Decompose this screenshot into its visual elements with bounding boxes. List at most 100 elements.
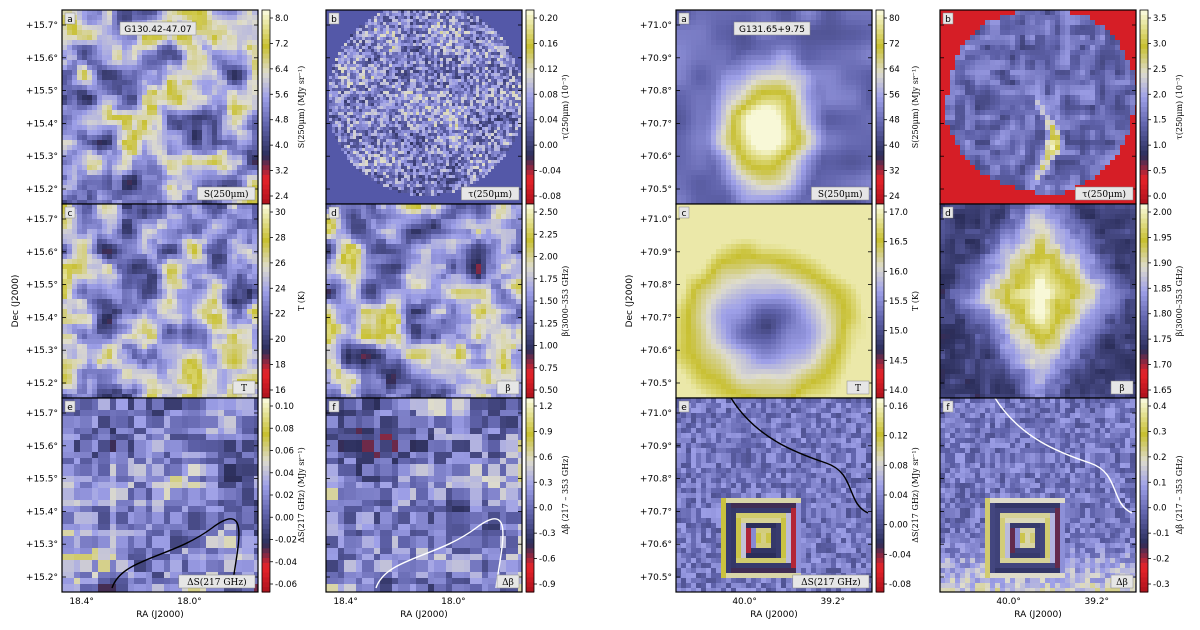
map-image — [676, 204, 872, 398]
colorbar-tick-label: 0.0 — [1153, 504, 1167, 514]
panel-tag-box — [496, 380, 520, 395]
colorbar-tick-label: 0.00 — [539, 141, 558, 151]
colorbar-label: β(3000–353 GHz) — [561, 266, 570, 337]
colorbar-label: τ(250μm) (10⁻³) — [561, 74, 570, 139]
panel-g2-d: d β 2.00 1.95 1.90 1.85 1.80 1.75 1.70 1.65 β(3000… — [939, 203, 1184, 399]
panel-g2-c: c T +71.0° +70.9° +70.8° +70.7° +70.6° +70.5° 17… — [640, 203, 920, 399]
panel-letter-box — [64, 400, 76, 413]
colorbar-tick-label: -0.3 — [539, 529, 556, 539]
dec-tick-label: +15.4° — [26, 313, 58, 323]
colorbar-tick-label: 0.3 — [539, 478, 553, 488]
panel-letter: d — [331, 209, 337, 219]
contour-line — [111, 518, 240, 589]
colorbar-tick-label: 0.02 — [275, 491, 294, 501]
colorbar: 30 28 26 24 22 20 18 16 T (K) — [261, 203, 306, 399]
colorbar-tick-label: 6.4 — [275, 65, 289, 75]
colorbar-tick-label: 0.00 — [889, 521, 908, 531]
colorbar-tick-label: -0.08 — [539, 192, 561, 202]
panel-tag: τ(250μm) — [1082, 189, 1126, 200]
dec-tick-label: +15.7° — [26, 409, 58, 419]
ra-tick-label: 18.0° — [441, 597, 466, 607]
panel-g1-a: a S(250μm) G130.42-47.07 +15.7° +15.6° +15.5°… — [26, 9, 306, 205]
panel-letter: e — [681, 403, 687, 413]
panel-frame — [325, 397, 523, 593]
colorbar: 0.16 0.12 0.08 0.04 0.00 -0.04 -0.08 ΔS(217 GHz… — [875, 397, 920, 593]
panel-letter: d — [945, 209, 951, 219]
colorbar-tick-label: 15.0 — [889, 327, 908, 337]
colorbar-tick-label: 3.2 — [275, 167, 289, 177]
dec-tick-label: +15.3° — [26, 346, 58, 356]
panel-letter: c — [68, 209, 73, 219]
colorbar-tick-label: 4.0 — [275, 141, 289, 151]
colorbar-tick-label: 48 — [889, 116, 900, 126]
panel-tag-box — [178, 574, 256, 589]
colorbar-tick-label: 1.5 — [1153, 116, 1167, 126]
map-image — [326, 10, 522, 204]
ra-axis-label: RA (J2000) — [136, 610, 184, 620]
colorbar-tick-label: 30 — [275, 208, 286, 218]
ra-axis-label: RA (J2000) — [400, 610, 448, 620]
colorbar-tick-label: 0.16 — [539, 39, 558, 49]
contour-line — [730, 398, 869, 514]
dec-tick-label: +15.5° — [26, 87, 58, 97]
panel-letter: a — [681, 15, 687, 25]
colorbar-tick-label: 1.75 — [539, 275, 558, 285]
colorbar-tick-label: -0.6 — [539, 555, 556, 565]
dec-tick-label: +15.6° — [26, 442, 58, 452]
colorbar: 0.10 0.08 0.06 0.04 0.02 0.00 -0.02 -0.04 -0.06 Δ… — [261, 397, 306, 593]
colorbar-tick-label: 0.1 — [1153, 478, 1167, 488]
ra-axis-label: RA (J2000) — [1014, 610, 1062, 620]
field-label: G130.42-47.07 — [124, 25, 191, 35]
dec-tick-label: +70.6° — [640, 346, 672, 356]
dec-tick-label: +70.8° — [640, 475, 672, 485]
panel-g1-e: e ΔS(217 GHz) +15.7° +15.6° +15.5° +15.4° +15.… — [26, 397, 306, 593]
colorbar-label: T (K) — [297, 291, 306, 311]
colorbar-tick-label: 14.0 — [889, 386, 908, 396]
colorbar-tick-label: 72 — [889, 39, 900, 49]
colorbar-tick-label: 0.04 — [539, 116, 558, 126]
dec-tick-label: +70.9° — [640, 442, 672, 452]
colorbar: 1.2 0.9 0.6 0.3 0.0 -0.3 -0.6 -0.9 Δβ (217 – 353… — [525, 397, 570, 593]
dec-axis-label: Dec (J2000) — [625, 275, 635, 328]
dec-tick-label: +70.8° — [640, 281, 672, 291]
colorbar-tick-label: 2.5 — [1153, 65, 1167, 75]
panel-g1-d: d β 2.50 2.25 2.00 1.75 1.50 1.25 1.00 0.75 0.50 β(… — [325, 203, 570, 399]
panel-letter: a — [67, 15, 73, 25]
panel-letter: f — [332, 403, 336, 413]
panel-tag: β — [505, 384, 510, 394]
colorbar-tick-label: 0.75 — [539, 364, 558, 374]
colorbar-tick-label: 20 — [275, 335, 286, 345]
colorbar-tick-label: 3.5 — [1153, 14, 1167, 24]
colorbar: 8.0 7.2 6.4 5.6 4.8 4.0 3.2 2.4 S(250μm) (MJy sr… — [261, 9, 306, 205]
colorbar-tick-label: 0.10 — [275, 402, 294, 412]
dec-axis-label: Dec (J2000) — [11, 275, 21, 328]
panel-tag-box — [461, 186, 520, 201]
colorbar-tick-label: 0.3 — [1153, 427, 1167, 437]
dec-tick-label: +71.0° — [640, 21, 672, 31]
dec-tick-label: +15.3° — [26, 152, 58, 162]
panel-tag: S(250μm) — [204, 189, 249, 200]
colorbar-tick-label: 5.6 — [275, 90, 289, 100]
map-image — [676, 398, 872, 592]
panel-letter-box — [678, 206, 690, 219]
panel-g2-b: b τ(250μm) 3.5 3.0 2.5 2.0 1.5 1.0 0.5 0.0 τ(250μm… — [939, 9, 1184, 205]
map-image — [940, 398, 1136, 592]
field-label: G131.65+9.75 — [739, 25, 805, 35]
contour-line — [375, 518, 504, 589]
colorbar-tick-label: -0.06 — [275, 580, 297, 590]
colorbar-tick-label: 0.04 — [889, 491, 908, 501]
colorbar: 2.50 2.25 2.00 1.75 1.50 1.25 1.00 0.75 0.50 β(30… — [525, 203, 570, 399]
colorbar-label: ΔS(217 GHz) (MJy sr⁻¹) — [911, 447, 920, 543]
colorbar-tick-label: 1.80 — [1153, 310, 1172, 320]
colorbar-tick-label: -0.9 — [539, 580, 556, 590]
colorbar-tick-label: -0.1 — [1153, 529, 1170, 539]
ra-tick-label: 39.2° — [1085, 597, 1110, 607]
colorbar-tick-label: 0.2 — [1153, 453, 1167, 463]
panel-letter-box — [64, 206, 76, 219]
panel-g2-a: a S(250μm) G131.65+9.75 +71.0° +70.9° +70.8° +… — [640, 9, 920, 205]
dec-tick-label: +70.5° — [640, 185, 672, 195]
colorbar-tick-label: 26 — [275, 259, 286, 269]
panel-tag: ΔS(217 GHz) — [801, 577, 861, 588]
colorbar-tick-label: 2.4 — [275, 192, 289, 202]
field-label-box — [733, 21, 811, 36]
